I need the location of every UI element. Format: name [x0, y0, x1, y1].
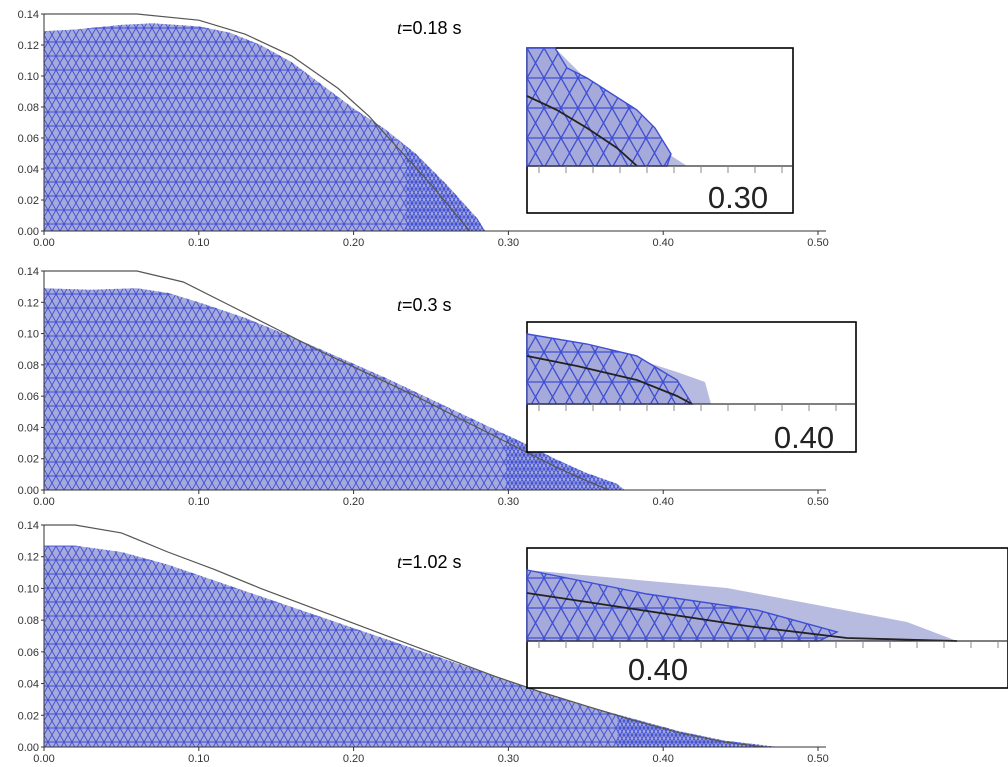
panel-1: 0.00 0.10 0.20 0.30 0.40 0.50 0.00 0.02 0.04 0.06… [18, 9, 829, 249]
y-tick-label: 0.00 [18, 226, 39, 238]
y-tick-label: 0.04 [18, 679, 39, 691]
y-tick-label: 0.02 [18, 454, 39, 466]
x-tick-label: 0.40 [652, 753, 673, 765]
x-tick-label: 0.40 [652, 237, 673, 249]
y-tick-label: 0.02 [18, 195, 39, 207]
x-tick-label: 0.30 [498, 496, 519, 508]
y-tick-label: 0.08 [18, 360, 39, 372]
y-tick-label: 0.12 [18, 552, 39, 564]
x-tick-label: 0.00 [33, 496, 54, 508]
time-label-3: t=1.02 s [397, 552, 462, 573]
y-tick-label: 0.12 [18, 40, 39, 52]
x-tick-label: 0.50 [807, 237, 828, 249]
y-tick-label: 0.10 [18, 71, 39, 83]
x-tick-label: 0.10 [188, 237, 209, 249]
inset-2: 0.40 [526, 321, 857, 455]
fluid-mesh [44, 288, 625, 490]
x-tick-label: 0.10 [188, 496, 209, 508]
inset-3: 0.40 [526, 547, 1008, 689]
inset-1: 0.30 [526, 47, 794, 215]
x-tick-label: 0.00 [33, 753, 54, 765]
inset-mesh [527, 570, 837, 641]
time-symbol: t [397, 552, 403, 572]
time-value: =0.18 s [402, 18, 462, 38]
inset-reference-line [526, 95, 638, 167]
y-tick-label: 0.00 [18, 742, 39, 754]
y-tick-label: 0.00 [18, 485, 39, 497]
x-tick-label: 0.40 [652, 496, 673, 508]
inset-mesh [527, 334, 692, 404]
fluid-mesh [44, 545, 780, 747]
inset-mesh [527, 48, 671, 166]
insets: 0.30 0.40 0.40 [526, 47, 1008, 689]
x-tick-label: 0.20 [343, 496, 364, 508]
inset-tick-label: 0.30 [708, 180, 768, 215]
y-tick-label: 0.08 [18, 102, 39, 114]
time-value: =0.3 s [402, 295, 452, 315]
reference-line [44, 270, 610, 491]
x-tick-label: 0.10 [188, 753, 209, 765]
x-tick-label: 0.20 [343, 237, 364, 249]
y-tick-label: 0.04 [18, 164, 39, 176]
x-tick-label: 0.20 [343, 753, 364, 765]
x-tick-label: 0.50 [807, 496, 828, 508]
panels: 0.00 0.10 0.20 0.30 0.40 0.50 0.00 0.02 0.04 0.06… [18, 9, 829, 765]
x-tick-label: 0.50 [807, 753, 828, 765]
panel-3: 0.00 0.10 0.20 0.30 0.40 0.50 0.00 0.02 0.04 0.06… [18, 520, 829, 765]
y-tick-label: 0.06 [18, 133, 39, 145]
panel-2: 0.00 0.10 0.20 0.30 0.40 0.50 0.00 0.02 0.04 0.06… [18, 266, 829, 508]
y-tick-label: 0.14 [18, 520, 39, 532]
reference-line [44, 524, 764, 748]
time-label-2: t=0.3 s [397, 295, 452, 316]
y-tick-label: 0.10 [18, 329, 39, 341]
inset-reference-line [526, 592, 958, 642]
y-tick-label: 0.04 [18, 422, 39, 434]
time-symbol: t [397, 18, 403, 38]
inset-tick-label: 0.40 [628, 652, 688, 687]
inset-reference-line [526, 355, 693, 405]
y-tick-label: 0.10 [18, 583, 39, 595]
y-tick-label: 0.08 [18, 615, 39, 627]
y-tick-label: 0.02 [18, 710, 39, 722]
reference-line [44, 13, 471, 232]
y-tick-label: 0.14 [18, 266, 39, 278]
fluid-mesh [44, 23, 486, 231]
x-tick-label: 0.30 [498, 753, 519, 765]
y-tick-label: 0.06 [18, 391, 39, 403]
time-value: =1.02 s [402, 552, 462, 572]
inset-tick-label: 0.40 [774, 420, 834, 455]
time-label-1: t=0.18 s [397, 18, 462, 39]
y-tick-label: 0.14 [18, 9, 39, 21]
y-tick-label: 0.06 [18, 647, 39, 659]
x-tick-label: 0.00 [33, 237, 54, 249]
y-tick-label: 0.12 [18, 297, 39, 309]
time-symbol: t [397, 295, 403, 315]
x-tick-label: 0.30 [498, 237, 519, 249]
